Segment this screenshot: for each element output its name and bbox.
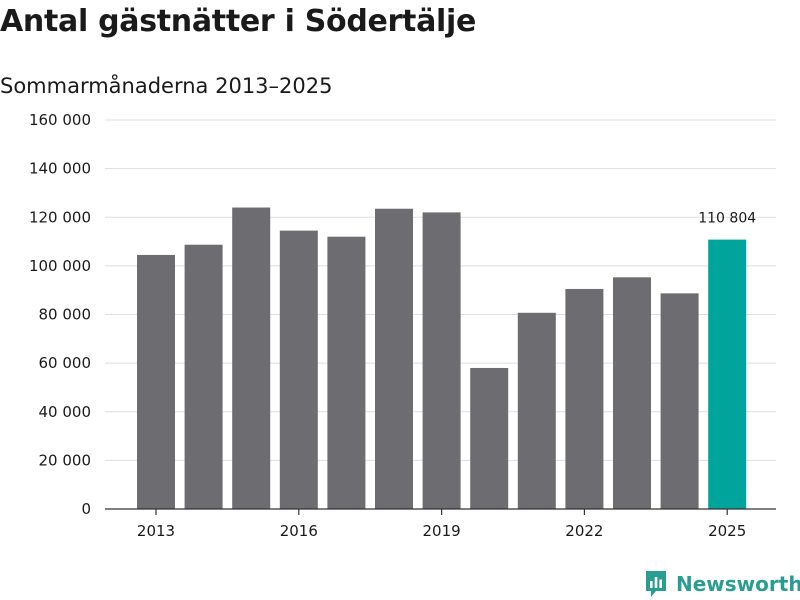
- chart-subtitle: Sommarmånaderna 2013–2025: [0, 74, 333, 98]
- y-tick-label: 0: [81, 500, 91, 518]
- x-axis-labels: 2013 2016 2019 2022 2025: [137, 522, 746, 540]
- x-tick-label: 2019: [423, 522, 461, 540]
- bars: [137, 207, 747, 509]
- x-tick-label: 2013: [137, 522, 175, 540]
- chart-title: Antal gästnätter i Södertälje: [0, 4, 477, 39]
- y-tick-label: 120 000: [29, 208, 91, 226]
- y-tick-label: 100 000: [29, 257, 91, 275]
- bar-2014: [184, 244, 223, 509]
- bar-2023: [613, 277, 651, 509]
- x-tick-label: 2022: [565, 522, 603, 540]
- bar-2024: [660, 293, 699, 509]
- y-tick-label: 20 000: [39, 451, 92, 469]
- bar-2025: [708, 239, 747, 509]
- bar-2019: [422, 212, 461, 509]
- y-tick-label: 60 000: [39, 354, 92, 372]
- bar-2017: [327, 236, 366, 509]
- bar-2016: [279, 230, 318, 509]
- bar-2020: [470, 367, 509, 509]
- y-axis-labels: 0 20 000 40 000 60 000 80 000 100 000 120 000 1…: [29, 111, 91, 518]
- bar-2013: [137, 254, 175, 509]
- x-axis: [105, 508, 776, 515]
- bar-2015: [232, 207, 271, 509]
- x-tick-label: 2025: [708, 522, 746, 540]
- y-tick-label: 160 000: [29, 111, 91, 129]
- bar-2022: [565, 288, 604, 509]
- data-labels: 110 804: [698, 211, 756, 227]
- bar-2021: [517, 312, 556, 509]
- data-label-2025: 110 804: [698, 211, 756, 227]
- y-tick-label: 40 000: [39, 403, 92, 421]
- brand-name: Newsworthy: [676, 572, 800, 596]
- bar-2018: [375, 208, 413, 509]
- brand-logo: Newsworthy: [644, 569, 800, 599]
- x-tick-label: 2016: [280, 522, 318, 540]
- newsworthy-logo-icon: [646, 571, 666, 597]
- y-tick-label: 80 000: [39, 306, 92, 324]
- y-tick-label: 140 000: [29, 160, 91, 178]
